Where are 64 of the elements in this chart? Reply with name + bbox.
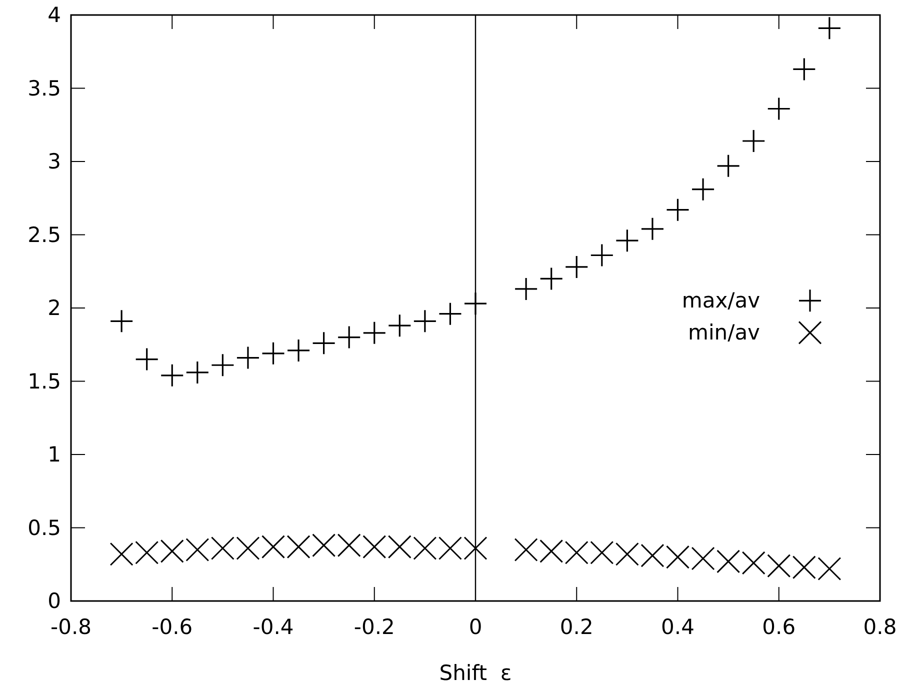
point: [439, 302, 462, 325]
point: [514, 538, 538, 562]
point: [818, 17, 840, 40]
point: [338, 326, 360, 348]
point: [515, 278, 538, 300]
point: [236, 346, 259, 369]
point: [161, 364, 184, 386]
y-tick-label: 1: [48, 442, 61, 466]
point: [793, 58, 816, 80]
x-tick-label: 0.8: [863, 615, 897, 639]
y-tick-label: 1.5: [28, 369, 61, 394]
x-tick-label: -0.8: [50, 615, 92, 639]
point: [590, 244, 613, 266]
point: [186, 361, 208, 384]
point: [742, 551, 766, 575]
point: [186, 538, 210, 562]
point: [540, 539, 564, 563]
y-tick-label: 0.5: [28, 516, 61, 540]
point: [742, 130, 765, 152]
point: [566, 256, 588, 278]
point: [288, 339, 310, 362]
point: [363, 322, 386, 344]
point: [641, 218, 664, 240]
x-tick-label: -0.2: [354, 615, 395, 639]
legend-label: min/av: [688, 320, 760, 345]
point: [135, 540, 159, 564]
point: [615, 542, 639, 566]
point: [262, 342, 284, 364]
point: [768, 98, 790, 120]
y-tick-label: 2: [48, 296, 61, 320]
y-tick-label: 3: [48, 150, 61, 174]
legend-label: max/av: [682, 288, 760, 313]
x-tick-label: -0.4: [252, 615, 294, 639]
point: [110, 310, 133, 332]
point: [110, 542, 134, 566]
x-tick-label: 0.6: [762, 615, 796, 639]
y-tick-label: 3.5: [28, 76, 61, 100]
point: [388, 314, 411, 337]
point: [666, 198, 689, 221]
x-axis-title: Shift ε: [439, 661, 512, 685]
point: [716, 550, 740, 574]
x-tick-label: 0.2: [560, 615, 594, 639]
point: [464, 292, 486, 315]
point: [767, 554, 791, 578]
point: [717, 154, 740, 177]
x-tick-label: -0.6: [152, 615, 193, 639]
point: [160, 539, 184, 563]
point: [666, 545, 690, 569]
point: [692, 178, 714, 200]
point: [792, 556, 816, 580]
point: [312, 332, 335, 354]
point: [212, 354, 234, 376]
y-tick-label: 2.5: [28, 222, 61, 247]
point: [540, 268, 562, 290]
y-tick-label: 4: [48, 3, 61, 27]
y-tick-label: 0: [48, 589, 61, 613]
x-tick-label: 0.4: [661, 615, 694, 639]
point: [640, 544, 664, 568]
point: [616, 230, 638, 252]
point: [691, 546, 715, 570]
point: [136, 348, 158, 370]
x-tick-label: 0: [468, 615, 482, 639]
point: [818, 557, 842, 581]
point: [414, 310, 436, 332]
